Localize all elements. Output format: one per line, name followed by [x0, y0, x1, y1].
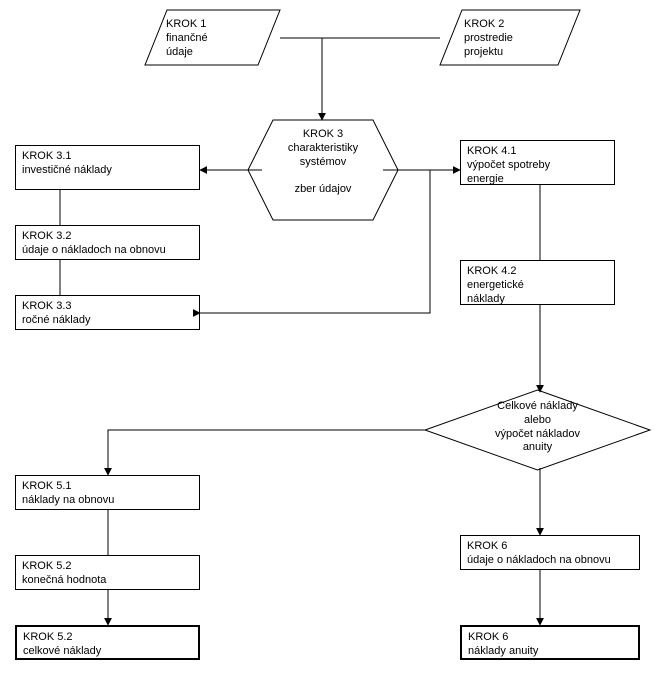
k51-text: náklady na obnovu [22, 494, 114, 506]
k32-title: KROK 3.2 [22, 230, 72, 242]
k6a-title: KROK 6 [467, 540, 507, 552]
k1-text: finančné údaje [166, 32, 208, 58]
k42-text: energetické náklady [467, 279, 524, 305]
node-k41: KROK 4.1 výpočet spotreby energie [460, 140, 615, 185]
node-k2-label: KROK 2 prostredie projektu [458, 14, 568, 63]
k3-text: charakteristiky systémov zber údajov [288, 142, 358, 195]
node-dec-label: Celkové náklady alebo výpočet nákladov a… [455, 400, 620, 455]
k52b-text: celkové náklady [23, 645, 101, 657]
node-k33: KROK 3.3 ročné náklady [15, 295, 200, 330]
k52b-title: KROK 5.2 [23, 631, 73, 643]
k41-title: KROK 4.1 [467, 145, 517, 157]
k1-title: KROK 1 [166, 18, 206, 30]
node-k52b: KROK 5.2 celkové náklady [15, 625, 200, 660]
node-k42: KROK 4.2 energetické náklady [460, 260, 615, 305]
k33-text: ročné náklady [22, 314, 91, 326]
k32-text: údaje o nákladoch na obnovu [22, 244, 166, 256]
k33-title: KROK 3.3 [22, 300, 72, 312]
k52a-text: konečná hodnota [22, 574, 106, 586]
node-k32: KROK 3.2 údaje o nákladoch na obnovu [15, 225, 200, 260]
k51-title: KROK 5.1 [22, 480, 72, 492]
k31-title: KROK 3.1 [22, 150, 72, 162]
node-k52a: KROK 5.2 konečná hodnota [15, 555, 200, 590]
k6b-title: KROK 6 [468, 631, 508, 643]
node-k6b: KROK 6 náklady anuity [460, 625, 640, 660]
k42-title: KROK 4.2 [467, 265, 517, 277]
node-k1-label: KROK 1 finančné údaje [160, 14, 270, 63]
dec-text: Celkové náklady alebo výpočet nákladov a… [495, 400, 580, 453]
edge [108, 430, 425, 475]
node-k3-label: KROK 3 charakteristiky systémov zber úda… [258, 128, 388, 197]
k2-title: KROK 2 [464, 18, 504, 30]
k2-text: prostredie projektu [464, 32, 513, 58]
k41-text: výpočet spotreby energie [467, 159, 550, 185]
k6a-text: údaje o nákladoch na obnovu [467, 554, 611, 566]
k3-title: KROK 3 [303, 128, 343, 140]
node-k51: KROK 5.1 náklady na obnovu [15, 475, 200, 510]
k31-text: investičné náklady [22, 164, 112, 176]
node-k6a: KROK 6 údaje o nákladoch na obnovu [460, 535, 640, 570]
node-k31: KROK 3.1 investičné náklady [15, 145, 200, 190]
k6b-text: náklady anuity [468, 645, 538, 657]
k52a-title: KROK 5.2 [22, 560, 72, 572]
